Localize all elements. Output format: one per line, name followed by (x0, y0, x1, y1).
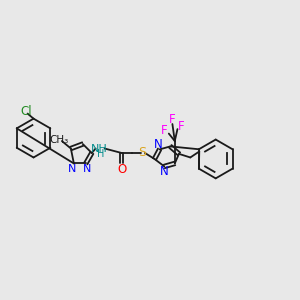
Text: N: N (154, 138, 162, 151)
Text: N: N (160, 165, 169, 178)
Text: N: N (68, 164, 76, 174)
Text: F: F (160, 124, 167, 137)
Text: F: F (178, 120, 185, 133)
Text: O: O (117, 163, 126, 176)
Text: H: H (97, 149, 104, 159)
Text: Cl: Cl (20, 105, 32, 118)
Text: N: N (83, 164, 92, 174)
Text: F: F (169, 113, 176, 126)
Text: CH₃: CH₃ (49, 134, 68, 145)
Text: S: S (139, 146, 146, 160)
Text: NH: NH (91, 143, 108, 154)
